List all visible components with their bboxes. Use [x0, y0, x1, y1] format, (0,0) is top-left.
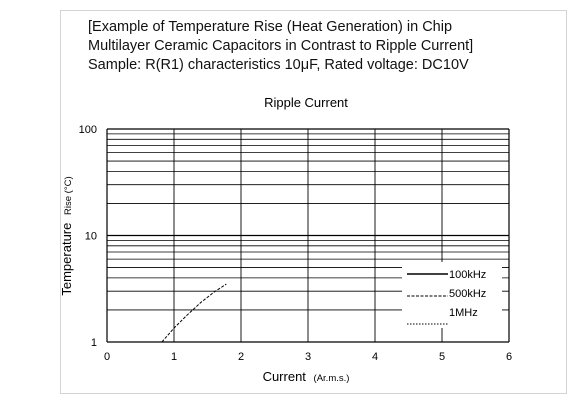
x-axis-label-unit: (Ar.m.s.)	[314, 373, 350, 384]
legend-label-1: 500kHz	[449, 288, 486, 300]
y-tick-labels: 1 10 100	[79, 124, 97, 349]
legend-label-0: 100kHz	[449, 269, 486, 281]
y-axis-label-main: Temperature	[59, 223, 74, 296]
x-tick-label-6: 6	[506, 351, 512, 363]
x-axis-label: Current (Ar.m.s.)	[263, 369, 350, 384]
legend-label-2: 1MHz	[449, 307, 478, 319]
x-tick-label-4: 4	[372, 351, 378, 363]
title-line-2: Multilayer Ceramic Capacitors in Contras…	[88, 38, 474, 54]
legend-box	[402, 262, 502, 328]
x-tick-label-2: 2	[238, 351, 244, 363]
x-tick-label-0: 0	[104, 351, 110, 363]
x-tick-label-1: 1	[171, 351, 177, 363]
y-axis-label-unit: Rise (°C)	[63, 176, 74, 215]
chart-frame	[60, 10, 567, 394]
y-tick-label-1: 10	[85, 231, 97, 243]
chart-title: [Example of Temperature Rise (Heat Gener…	[88, 18, 558, 75]
x-tick-labels: 0 1 2 3 4 5 6	[104, 351, 512, 363]
y-axis-label: Temperature Rise (°C)	[59, 176, 74, 295]
title-line-1: [Example of Temperature Rise (Heat Gener…	[88, 19, 453, 35]
x-tick-label-5: 5	[439, 351, 445, 363]
series-lines	[161, 283, 227, 343]
x-tick-label-3: 3	[305, 351, 311, 363]
y-tick-label-0: 1	[91, 337, 97, 349]
series-line-1	[161, 283, 227, 343]
grid	[106, 128, 510, 343]
legend: 100kHz 500kHz 1MHz	[402, 262, 502, 328]
y-tick-label-2: 100	[79, 124, 97, 136]
title-line-3: Sample: R(R1) characteristics 10μF, Rate…	[88, 57, 469, 73]
x-axis-label-main: Current	[263, 369, 307, 384]
chart-subtitle: Ripple Current	[264, 95, 348, 110]
